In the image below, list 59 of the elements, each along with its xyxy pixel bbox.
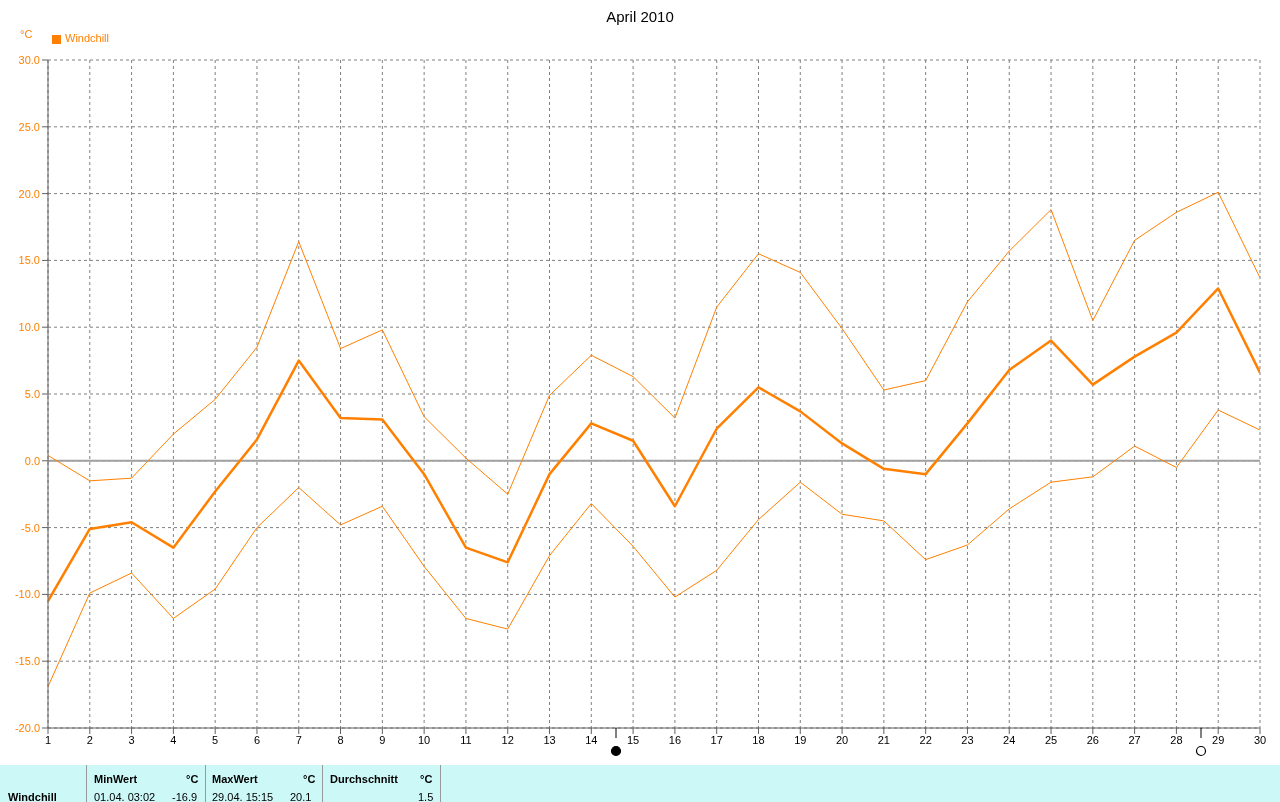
x-tick-label: 28 (1170, 733, 1183, 746)
x-tick-label: 3 (128, 733, 135, 746)
x-tick-label: 14 (585, 733, 598, 746)
y-tick-label: -5.0 (21, 521, 40, 534)
y-tick-label: 20.0 (18, 187, 40, 200)
x-tick-label: 30 (1253, 733, 1267, 746)
x-tick-label: 23 (961, 733, 974, 746)
x-tick-label: 8 (337, 733, 344, 746)
x-tick-label: 9 (379, 733, 386, 746)
y-tick-label: 25.0 (18, 120, 40, 133)
text: °C (420, 773, 433, 785)
y-axis-title: °C (20, 28, 33, 40)
x-tick-label: 7 (295, 733, 302, 746)
x-tick-label: 17 (710, 733, 723, 746)
line-series (48, 287, 1260, 603)
x-tick-label: 10 (418, 733, 431, 746)
y-tick-label: 30.0 (18, 53, 40, 66)
chart-title: April 2010 (605, 8, 675, 25)
y-tick-label: 5.0 (24, 387, 40, 400)
x-tick-label: 25 (1044, 733, 1058, 746)
x-tick-label: 13 (543, 733, 556, 746)
x-tick-label: 21 (877, 733, 890, 746)
x-tick-label: 20 (835, 733, 849, 746)
line-series (48, 191, 1260, 495)
y-tick-label: -15.0 (14, 655, 40, 668)
x-tick-label: 15 (626, 733, 640, 746)
x-tick-label: 6 (253, 733, 261, 746)
x-tick-label: 4 (170, 733, 177, 746)
x-tick-label: 12 (501, 733, 514, 746)
line-series (48, 409, 1260, 688)
x-tick-label: 19 (794, 733, 807, 746)
text: MinWert (94, 773, 138, 785)
text: °C (303, 773, 316, 785)
x-tick-label: 1 (44, 733, 52, 746)
x-tick-label: 5 (212, 733, 219, 746)
x-tick-label: 2 (86, 733, 93, 746)
x-tick-label: 26 (1086, 733, 1099, 746)
text: 01.04. 03:02 (94, 791, 156, 802)
x-tick-label: 27 (1128, 733, 1141, 746)
y-tick-label: -20.0 (14, 721, 40, 734)
text: Durchschnitt (330, 773, 398, 785)
x-tick-label: 22 (919, 733, 932, 746)
x-tick-label: 11 (460, 733, 472, 746)
text: 1.5 (418, 791, 434, 802)
text: Windchill (8, 791, 57, 802)
y-tick-label: -10.0 (14, 588, 40, 601)
x-tick-label: 29 (1212, 733, 1225, 746)
text: 29.04. 15:15 (212, 791, 274, 802)
y-tick-label: 15.0 (18, 254, 40, 267)
x-tick-label: 16 (668, 733, 682, 746)
x-tick-label: 24 (1003, 733, 1016, 746)
text: °C (186, 773, 199, 785)
y-tick-label: 10.0 (18, 321, 40, 334)
text: MaxWert (212, 773, 258, 785)
x-tick-label: 18 (752, 733, 765, 746)
y-tick-label: 0.0 (24, 454, 40, 467)
text: 20.1 (290, 791, 312, 802)
text: -16.9 (172, 791, 198, 802)
legend-label: Windchill (65, 32, 110, 44)
